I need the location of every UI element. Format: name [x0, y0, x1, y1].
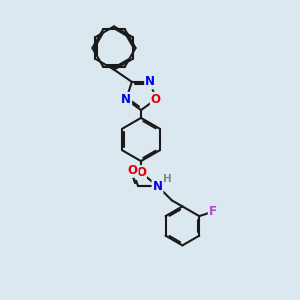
- Text: F: F: [209, 205, 217, 218]
- Text: O: O: [128, 164, 138, 177]
- Text: O: O: [136, 166, 146, 179]
- Text: O: O: [151, 93, 161, 106]
- Text: N: N: [152, 179, 163, 193]
- Text: H: H: [163, 174, 172, 184]
- Text: N: N: [145, 75, 155, 88]
- Text: N: N: [121, 93, 131, 106]
